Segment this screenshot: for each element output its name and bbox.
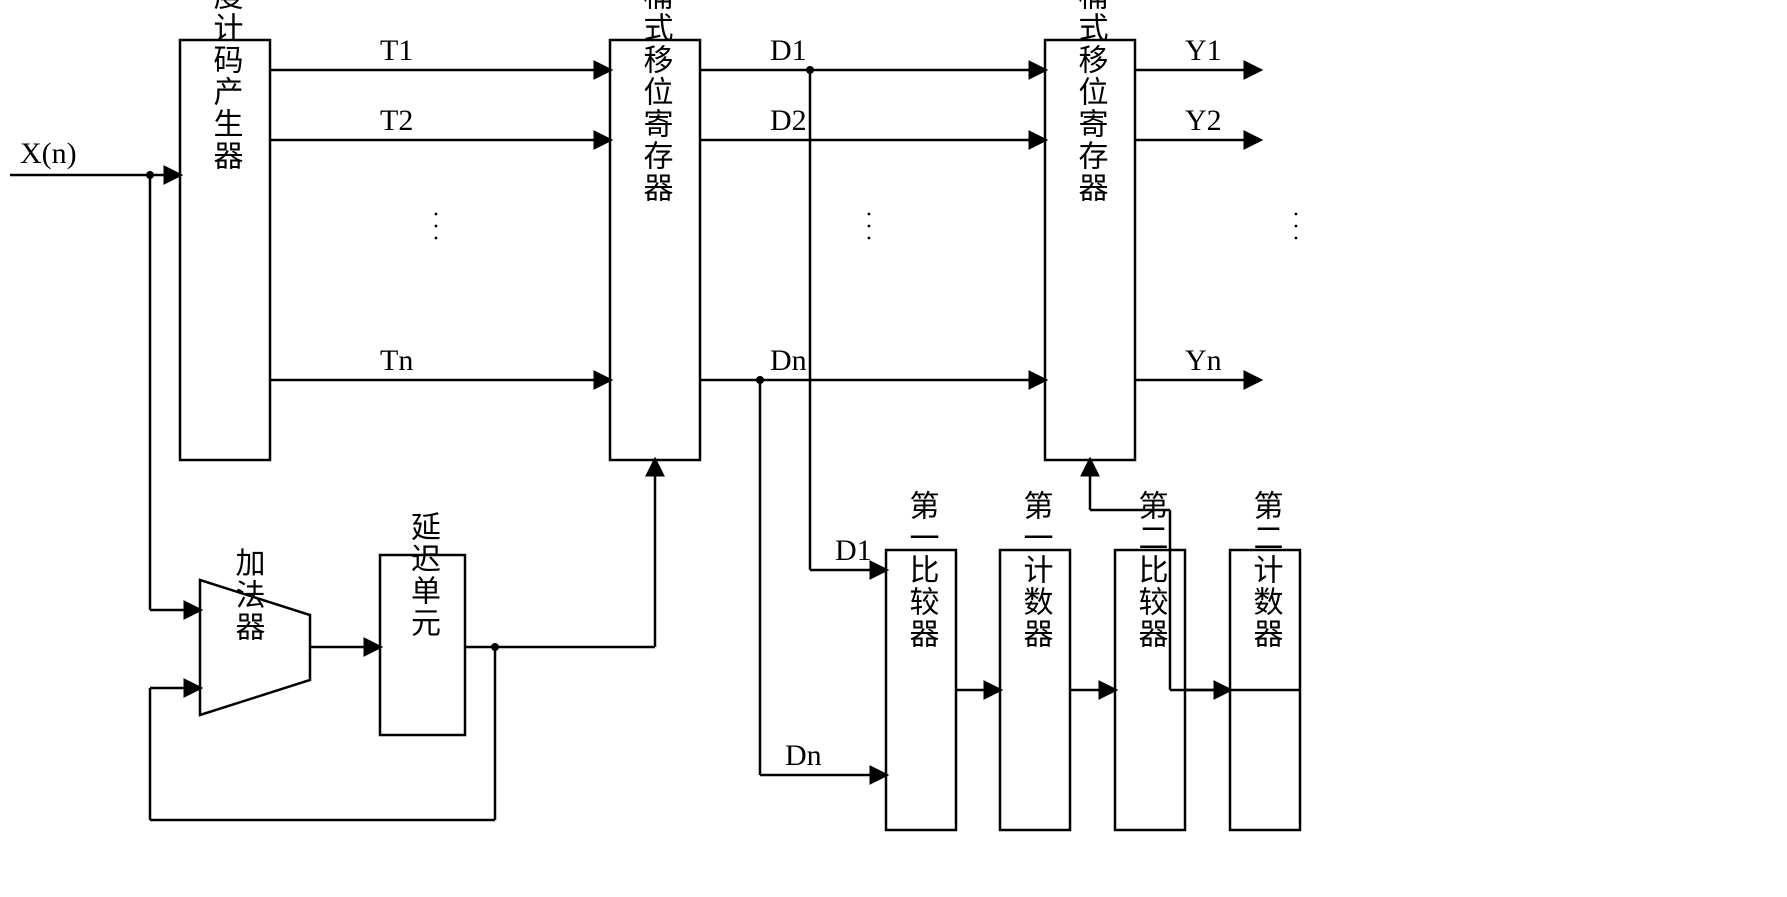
y-ellipsis: ··· — [1282, 210, 1308, 246]
label-Y-1: Y2 — [1185, 104, 1222, 137]
label-T-1: T2 — [380, 104, 413, 137]
input-label: X(n) — [20, 137, 77, 170]
label-Y-2: Yn — [1185, 344, 1222, 377]
t-ellipsis: ··· — [422, 210, 448, 246]
label-D-1: D2 — [770, 104, 807, 137]
label-D-2: Dn — [770, 344, 807, 377]
d1-tap-label: D1 — [835, 534, 872, 567]
adder-label: 加法器 — [231, 547, 266, 643]
d-ellipsis: ··· — [855, 210, 881, 246]
xn-node — [146, 171, 154, 179]
d1-node — [806, 66, 814, 74]
thermo-box-label: 温度计码产生器 — [209, 0, 244, 172]
cnt1-box-label: 第一计数器 — [1019, 490, 1054, 650]
shifter1-box-label: 第一桶式移位寄存器 — [639, 0, 674, 204]
label-T-2: Tn — [380, 344, 413, 377]
label-T-0: T1 — [380, 34, 413, 67]
dn-node — [756, 376, 764, 384]
cmp2-box-label: 第二比较器 — [1134, 490, 1169, 650]
label-D-0: D1 — [770, 34, 807, 67]
cmp1-box-label: 第一比较器 — [905, 490, 940, 650]
label-Y-0: Y1 — [1185, 34, 1222, 67]
shifter2-box-label: 第二桶式移位寄存器 — [1074, 0, 1109, 204]
fb-node — [491, 643, 499, 651]
dn-tap-label: Dn — [785, 739, 822, 772]
delay-box-label: 延迟单元 — [406, 511, 441, 639]
cnt2-box-label: 第二计数器 — [1249, 490, 1284, 650]
